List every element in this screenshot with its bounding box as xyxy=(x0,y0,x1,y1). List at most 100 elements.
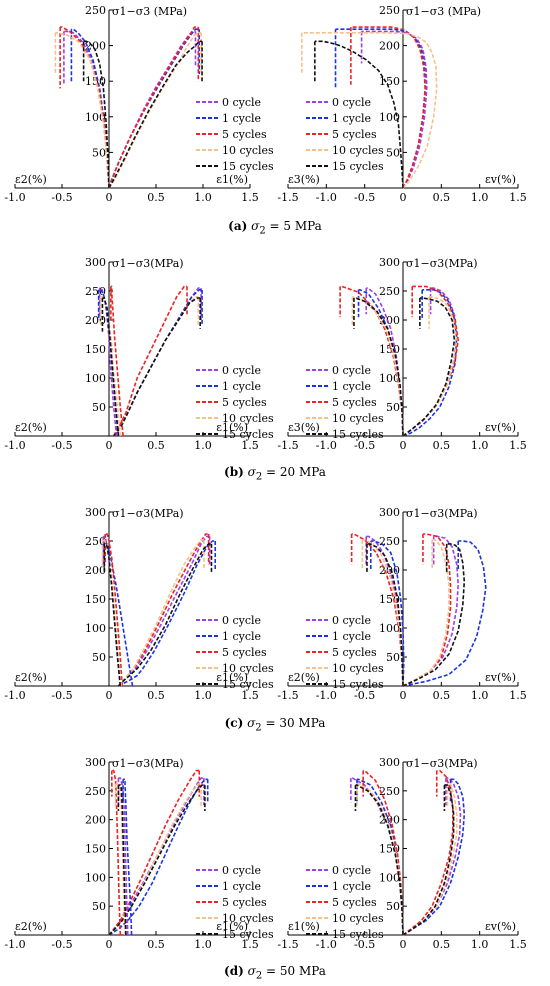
x-tick-label: 0 xyxy=(106,439,113,452)
x-tick-label: 0.5 xyxy=(433,191,451,204)
legend-label: 10 cycles xyxy=(332,662,384,675)
x-tick-label: 0 xyxy=(106,191,113,204)
series-line xyxy=(402,543,466,687)
x-axis-label-right: εv(%) xyxy=(485,173,516,186)
series-line xyxy=(60,26,110,189)
legend: 0 cycle 1 cycle 5 cycles 10 cycles 15 cycles xyxy=(306,96,384,173)
y-axis-label: σ1−σ3(MPa) xyxy=(112,757,184,770)
legend-label: 10 cycles xyxy=(222,662,274,675)
x-tick-label: 0 xyxy=(400,439,407,452)
caption-d: (d) σ2 = 50 MPa xyxy=(0,964,550,981)
y-tick-label: 300 xyxy=(379,756,400,769)
series-line xyxy=(108,778,208,936)
series-line xyxy=(402,288,458,437)
legend-label: 0 cycle xyxy=(222,364,261,377)
y-tick-label: 250 xyxy=(85,785,106,798)
legend: 0 cycle 1 cycle 5 cycles 10 cycles 15 cycles xyxy=(196,96,274,173)
x-axis-label-right: ε1(%) xyxy=(216,920,248,933)
x-tick-label: 0.5 xyxy=(433,689,451,702)
series-line xyxy=(402,784,455,936)
series-line xyxy=(55,31,110,189)
series-line xyxy=(361,30,428,189)
legend-label: 1 cycle xyxy=(332,112,371,125)
x-tick-label: -0.5 xyxy=(51,938,72,951)
legend-label: 15 cycles xyxy=(332,678,384,691)
x-tick-label: -1.5 xyxy=(277,689,298,702)
series-line xyxy=(98,288,120,437)
y-tick-label: 50 xyxy=(92,401,106,414)
legend-label: 15 cycles xyxy=(332,160,384,173)
legend-label: 0 cycle xyxy=(332,364,371,377)
x-tick-label: 1.5 xyxy=(241,439,259,452)
y-axis-label: σ1−σ3(MPa) xyxy=(406,757,478,770)
y-tick-label: 50 xyxy=(92,146,106,159)
legend-label: 1 cycle xyxy=(222,112,261,125)
legend-label: 1 cycle xyxy=(222,630,261,643)
series-line xyxy=(115,783,126,936)
legend-label: 15 cycles xyxy=(222,160,274,173)
legend: 0 cycle 1 cycle 5 cycles 10 cycles 15 cycles xyxy=(306,364,384,441)
series-line xyxy=(370,540,405,687)
series-line xyxy=(402,540,487,687)
x-tick-label: -0.5 xyxy=(354,938,375,951)
legend: 0 cycle 1 cycle 5 cycles 10 cycles 15 cycles xyxy=(196,364,274,441)
x-tick-label: -0.5 xyxy=(354,689,375,702)
y-axis-label: σ1−σ3 (MPa) xyxy=(406,5,481,18)
y-tick-label: 100 xyxy=(85,622,106,635)
series-line xyxy=(63,30,110,189)
x-tick-label: -0.5 xyxy=(51,191,72,204)
x-tick-label: 1.5 xyxy=(509,439,527,452)
legend-label: 1 cycle xyxy=(332,880,371,893)
y-tick-label: 250 xyxy=(85,285,106,298)
series-line xyxy=(117,538,204,687)
legend-label: 5 cycles xyxy=(222,128,267,141)
legend-label: 15 cycles xyxy=(222,678,274,691)
x-axis-label-right: εv(%) xyxy=(485,920,516,933)
caption-symbol: σ xyxy=(247,465,256,479)
y-tick-label: 100 xyxy=(85,871,106,884)
y-tick-label: 50 xyxy=(92,900,106,913)
chart-panel-c-left: -1.0 -0.5 0 0.5 1.0 1.5 50 100 150 200 250 300 σ1−σ3… xyxy=(4,506,274,702)
y-tick-label: 150 xyxy=(85,75,106,88)
x-tick-label: 1.0 xyxy=(194,439,212,452)
series-line xyxy=(99,287,118,437)
x-axis-label-left: ε1(%) xyxy=(288,920,320,933)
x-tick-label: -1.0 xyxy=(4,191,25,204)
y-axis-label: σ1−σ3(MPa) xyxy=(406,257,478,270)
series-line xyxy=(108,31,202,189)
caption-subscript: 2 xyxy=(259,225,266,237)
legend-label: 10 cycles xyxy=(332,912,384,925)
x-tick-label: 0 xyxy=(400,938,407,951)
series-line xyxy=(117,543,212,687)
x-tick-label: 1.0 xyxy=(471,689,489,702)
legend-label: 10 cycles xyxy=(222,912,274,925)
y-tick-label: 50 xyxy=(386,900,400,913)
series-line xyxy=(102,297,120,437)
y-tick-label: 250 xyxy=(85,4,106,17)
legend-label: 0 cycle xyxy=(332,614,371,627)
y-tick-label: 250 xyxy=(379,535,400,548)
x-tick-label: -1.5 xyxy=(277,191,298,204)
x-axis-label-right: εv(%) xyxy=(485,421,516,434)
series-line xyxy=(113,297,201,437)
legend-label: 5 cycles xyxy=(332,128,377,141)
legend: 0 cycle 1 cycle 5 cycles 10 cycles 15 cycles xyxy=(306,614,384,691)
series-line xyxy=(102,538,122,687)
caption-text: = 20 MPa xyxy=(262,465,326,479)
y-tick-label: 250 xyxy=(379,785,400,798)
legend-label: 15 cycles xyxy=(222,428,274,441)
x-tick-label: -0.5 xyxy=(354,191,375,204)
legend-label: 5 cycles xyxy=(222,396,267,409)
x-tick-label: 1.0 xyxy=(194,689,212,702)
series-line xyxy=(353,297,404,437)
x-tick-label: 0 xyxy=(106,689,113,702)
x-axis-label-left: ε2(%) xyxy=(15,173,47,186)
legend: 0 cycle 1 cycle 5 cycles 10 cycles 15 cycles xyxy=(196,614,274,691)
x-axis-label-left: ε3(%) xyxy=(288,173,320,186)
series-line xyxy=(112,285,187,437)
legend-label: 1 cycle xyxy=(332,630,371,643)
caption-a: (a) σ2 = 5 MPa xyxy=(0,219,550,236)
x-tick-label: -1.0 xyxy=(4,439,25,452)
